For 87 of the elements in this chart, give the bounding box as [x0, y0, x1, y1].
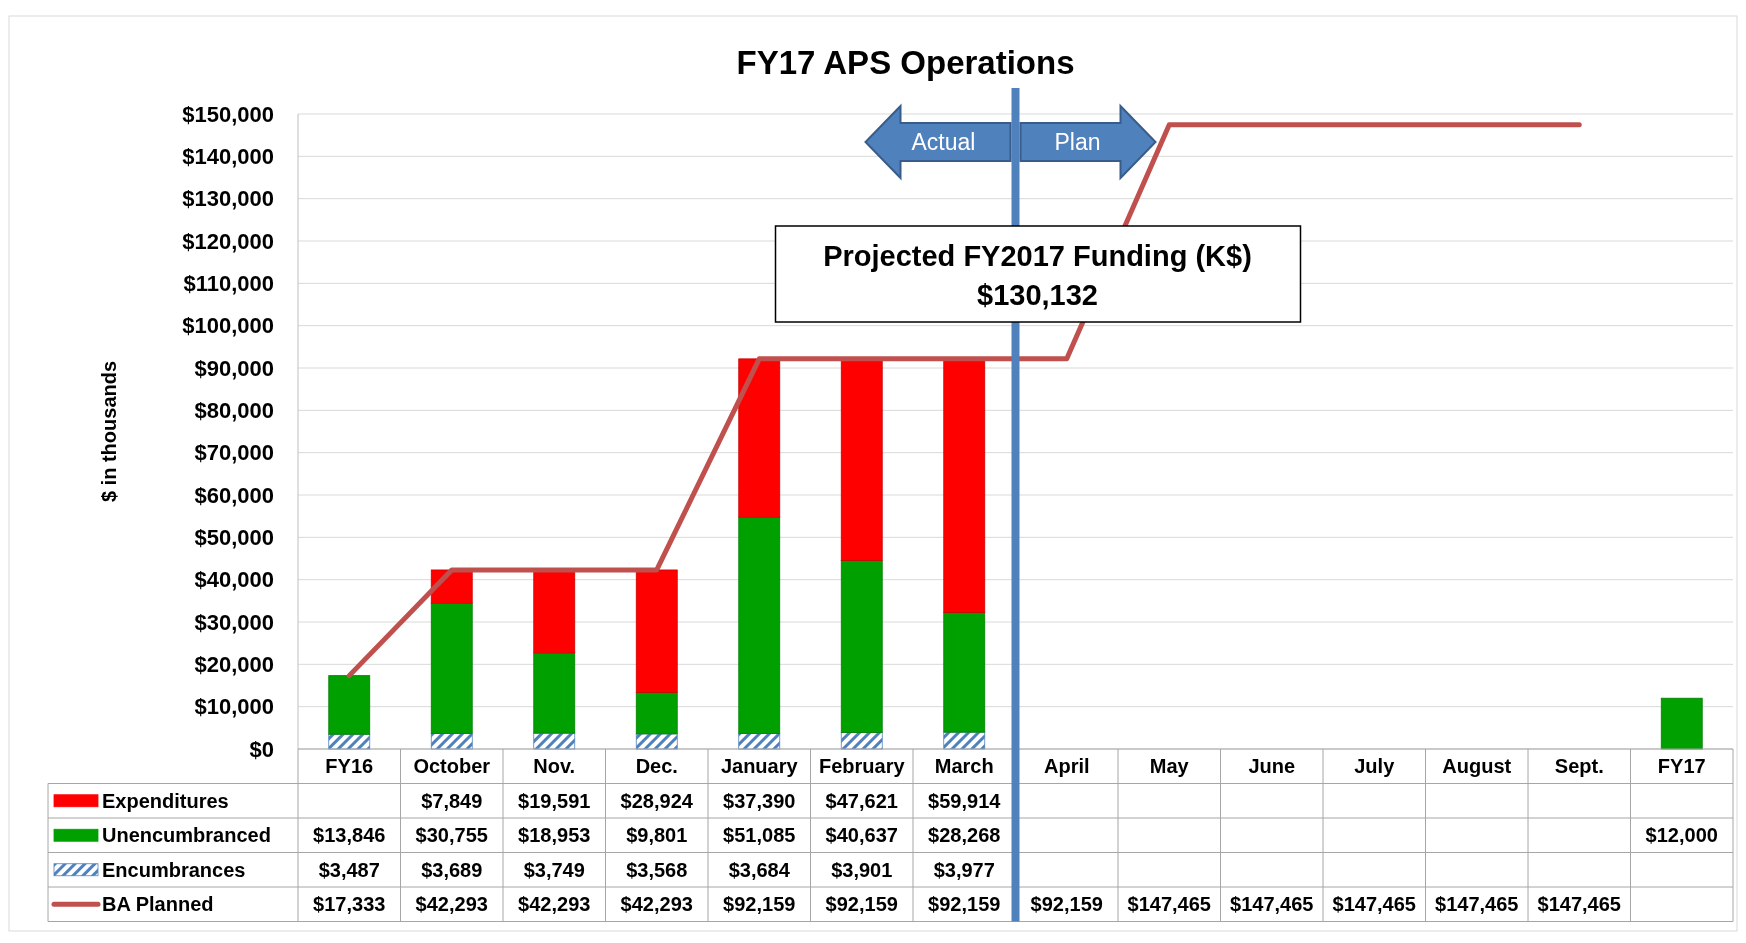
data-label: $92,159 — [723, 893, 796, 916]
x-tick-label: April — [1043, 755, 1090, 778]
x-tick-label: May — [1149, 755, 1190, 778]
y-tick-label: $20,000 — [194, 652, 274, 678]
data-label: $17,333 — [313, 893, 386, 916]
legend-label: Unencumbranced — [102, 824, 271, 847]
x-tick-label: October — [413, 755, 491, 778]
y-tick-label: $120,000 — [182, 228, 274, 254]
bar — [943, 612, 986, 733]
bar — [738, 358, 781, 518]
y-tick-label: $140,000 — [182, 144, 274, 170]
y-tick-label: $60,000 — [194, 482, 274, 508]
data-label: $92,159 — [825, 893, 898, 916]
y-tick-label: $0 — [249, 736, 274, 762]
y-tick-label: $150,000 — [182, 101, 274, 127]
y-axis-title: $ in thousands — [98, 360, 120, 503]
y-tick-label: $10,000 — [194, 694, 274, 720]
bar — [430, 602, 473, 734]
bar — [328, 675, 371, 735]
bar — [943, 358, 986, 613]
x-tick-label: FY16 — [325, 755, 374, 778]
annotation: Projected FY2017 Funding (K$) — [823, 240, 1252, 273]
data-label: $12,000 — [1645, 824, 1718, 847]
y-tick-label: $80,000 — [194, 398, 274, 424]
x-tick-label: March — [934, 755, 994, 778]
legend-label: Encumbrances — [102, 858, 246, 881]
data-label: $28,268 — [928, 824, 1001, 847]
annotation: Actual — [911, 129, 976, 156]
data-label: $7,849 — [421, 789, 483, 812]
x-tick-label: FY17 — [1657, 755, 1706, 778]
data-label: $30,755 — [415, 824, 488, 847]
x-tick-label: January — [720, 755, 799, 778]
y-tick-label: $40,000 — [194, 567, 274, 593]
data-label: $92,159 — [1030, 893, 1103, 916]
x-tick-label: June — [1248, 755, 1296, 778]
data-label: $13,846 — [313, 824, 386, 847]
data-label: $147,465 — [1230, 893, 1314, 916]
data-label: $92,159 — [928, 893, 1001, 916]
data-label: $18,953 — [518, 824, 591, 847]
y-tick-label: $110,000 — [183, 271, 274, 297]
annotation: $130,132 — [977, 279, 1098, 312]
data-label: $40,637 — [825, 824, 898, 847]
data-label: $51,085 — [723, 824, 796, 847]
x-tick-label: July — [1354, 755, 1396, 778]
y-tick-label: $70,000 — [194, 440, 274, 466]
x-tick-label: Nov. — [533, 755, 576, 778]
bar — [1660, 697, 1703, 750]
data-label: $42,293 — [518, 893, 591, 916]
data-label: $47,621 — [825, 789, 898, 812]
y-tick-label: $100,000 — [182, 313, 274, 339]
y-tick-label: $130,000 — [182, 186, 274, 212]
x-tick-label: August — [1442, 755, 1512, 778]
bar — [840, 358, 883, 561]
data-label: $3,901 — [831, 858, 893, 881]
data-label: $42,293 — [415, 893, 488, 916]
legend-label: Expenditures — [102, 789, 229, 812]
data-label: $3,749 — [523, 858, 585, 881]
legend-label: BA Planned — [102, 893, 214, 916]
data-label: $3,977 — [933, 858, 995, 881]
data-label: $28,924 — [620, 789, 694, 812]
bar — [635, 692, 678, 735]
data-label: $37,390 — [723, 789, 796, 812]
bar — [533, 569, 576, 654]
data-label: $147,465 — [1332, 893, 1416, 916]
data-label: $42,293 — [620, 893, 693, 916]
data-label: $19,591 — [518, 789, 591, 812]
x-tick-label: Sept. — [1554, 755, 1604, 778]
y-tick-label: $50,000 — [194, 525, 274, 551]
data-label: $147,465 — [1537, 893, 1621, 916]
data-label: $9,801 — [626, 824, 688, 847]
data-label: $3,689 — [421, 858, 483, 881]
bar — [840, 560, 883, 733]
data-label: $3,684 — [728, 858, 791, 881]
bar — [533, 652, 576, 734]
data-label: $3,487 — [318, 858, 380, 881]
bar — [738, 516, 781, 734]
chart-title: FY17 APS Operations — [736, 44, 1075, 81]
annotation: Plan — [1054, 129, 1101, 156]
x-tick-label: February — [818, 755, 906, 778]
y-tick-label: $30,000 — [194, 609, 274, 635]
data-label: $59,914 — [928, 789, 1002, 812]
data-label: $147,465 — [1127, 893, 1211, 916]
data-label: $147,465 — [1435, 893, 1519, 916]
x-tick-label: Dec. — [635, 755, 678, 778]
data-label: $3,568 — [626, 858, 688, 881]
bar — [635, 569, 678, 693]
y-tick-label: $90,000 — [194, 355, 274, 381]
